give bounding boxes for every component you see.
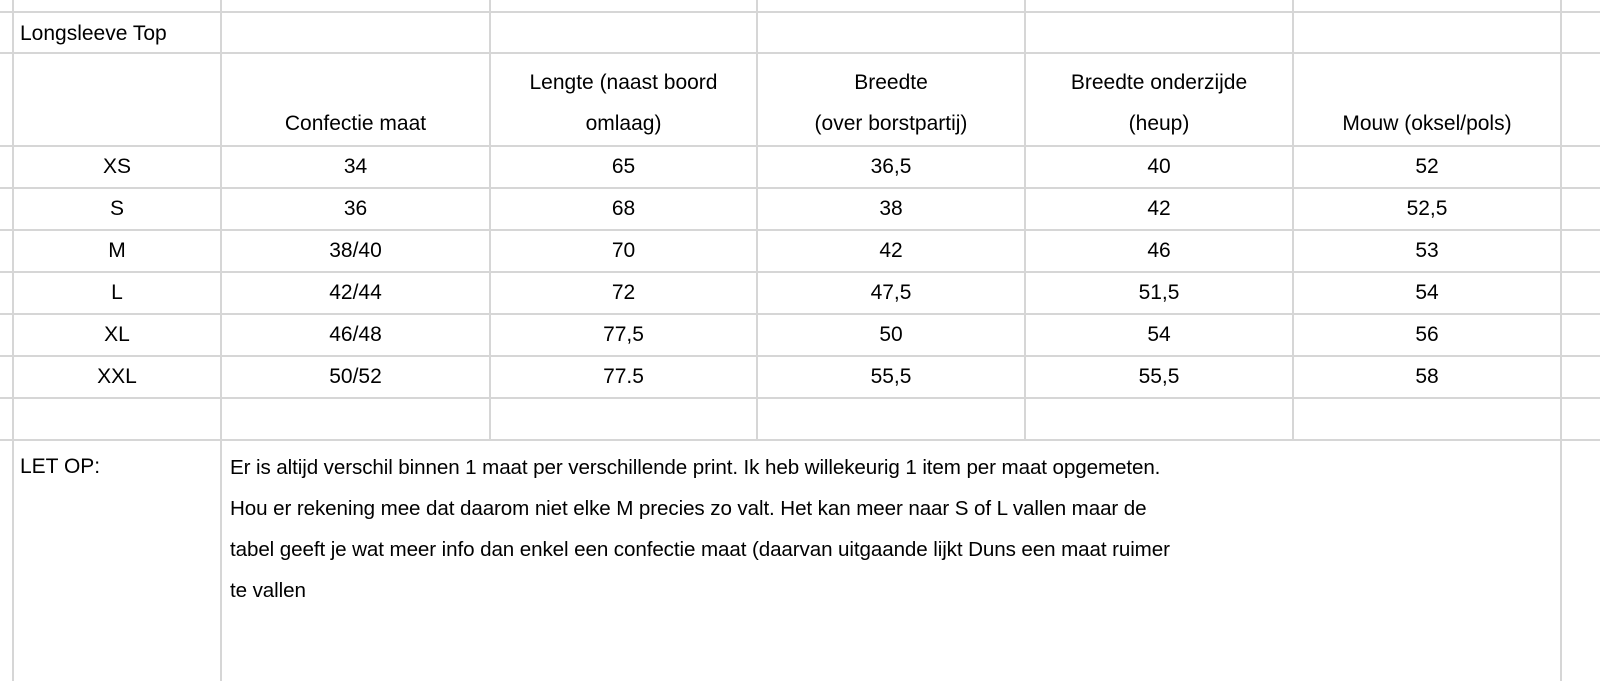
header-breedte[interactable]: Breedte (over borstpartij) (758, 62, 1024, 144)
cell-mouw[interactable]: 52 (1415, 155, 1439, 178)
gridline (12, 0, 14, 681)
cell-breedte-onderzijde[interactable]: 51,5 (1138, 281, 1180, 304)
cell-mouw[interactable]: 54 (1415, 281, 1439, 304)
cell-breedte-onderzijde[interactable]: 40 (1147, 155, 1171, 178)
gridline (0, 187, 1600, 189)
gridline (1024, 0, 1026, 440)
note-line: Hou er rekening mee dat daarom niet elke… (230, 497, 1147, 520)
cell-confectie-maat[interactable]: 34 (343, 155, 368, 178)
cell-lengte[interactable]: 77,5 (603, 323, 644, 346)
cell-lengte[interactable]: 68 (611, 197, 636, 220)
cell-breedte[interactable]: 36,5 (870, 155, 912, 178)
cell-confectie-maat[interactable]: 42/44 (329, 281, 382, 304)
cell-mouw[interactable]: 56 (1415, 323, 1439, 346)
cell-size[interactable]: XXL (97, 365, 137, 388)
header-line1: Lengte (naast boord (529, 71, 718, 94)
header-lengte[interactable]: Lengte (naast boord omlaag) (491, 62, 756, 144)
header-line2: Mouw (oksel/pols) (1342, 112, 1512, 135)
cell-mouw[interactable]: 58 (1415, 365, 1439, 388)
header-breedte-onderzijde[interactable]: Breedte onderzijde (heup) (1026, 62, 1292, 144)
cell-breedte[interactable]: 50 (879, 323, 903, 346)
note-label[interactable]: LET OP: (20, 455, 101, 478)
cell-lengte[interactable]: 70 (611, 239, 636, 262)
header-line1: Breedte onderzijde (1070, 71, 1248, 94)
header-line1 (222, 62, 489, 103)
gridline (0, 11, 1600, 13)
gridline (0, 439, 1600, 441)
header-line2: (heup) (1128, 112, 1190, 135)
cell-breedte-onderzijde[interactable]: 55,5 (1138, 365, 1180, 388)
gridline (0, 313, 1600, 315)
cell-breedte[interactable]: 42 (879, 239, 903, 262)
sheet-title[interactable]: Longsleeve Top (20, 22, 167, 45)
cell-confectie-maat[interactable]: 36 (343, 197, 368, 220)
gridline (756, 0, 758, 440)
cell-lengte[interactable]: 77.5 (603, 365, 644, 388)
cell-size[interactable]: XS (102, 155, 131, 178)
header-line1: Breedte (854, 71, 928, 94)
header-line2: Confectie maat (284, 112, 427, 135)
gridline (0, 355, 1600, 357)
gridline (0, 145, 1600, 147)
gridline (489, 0, 491, 440)
cell-confectie-maat[interactable]: 38/40 (329, 239, 382, 262)
header-mouw[interactable]: Mouw (oksel/pols) (1294, 62, 1560, 144)
gridline (1292, 0, 1294, 440)
cell-breedte[interactable]: 38 (879, 197, 903, 220)
cell-confectie-maat[interactable]: 46/48 (329, 323, 382, 346)
cell-confectie-maat[interactable]: 50/52 (329, 365, 382, 388)
cell-lengte[interactable]: 72 (611, 281, 636, 304)
cell-mouw[interactable]: 52,5 (1406, 197, 1448, 220)
gridline (0, 52, 1600, 54)
cell-size[interactable]: S (109, 197, 124, 220)
note-line: te vallen (230, 579, 306, 602)
cell-breedte-onderzijde[interactable]: 42 (1147, 197, 1171, 220)
cell-size[interactable]: XL (104, 323, 130, 346)
cell-breedte[interactable]: 55,5 (870, 365, 912, 388)
gridline (0, 397, 1600, 399)
cell-breedte[interactable]: 47,5 (870, 281, 912, 304)
cell-lengte[interactable]: 65 (611, 155, 636, 178)
gridline (0, 229, 1600, 231)
cell-size[interactable]: L (111, 281, 123, 304)
header-line1 (1294, 62, 1560, 103)
note-line: Er is altijd verschil binnen 1 maat per … (230, 456, 1161, 479)
note-text[interactable]: Er is altijd verschil binnen 1 maat per … (230, 447, 1170, 611)
cell-breedte-onderzijde[interactable]: 54 (1147, 323, 1171, 346)
cell-mouw[interactable]: 53 (1415, 239, 1439, 262)
cell-size[interactable]: M (108, 239, 126, 262)
cell-breedte-onderzijde[interactable]: 46 (1147, 239, 1171, 262)
header-confectie-maat[interactable]: Confectie maat (222, 62, 489, 144)
note-line: tabel geeft je wat meer info dan enkel e… (230, 538, 1170, 561)
header-line2: (over borstpartij) (814, 112, 968, 135)
gridline (1560, 0, 1562, 681)
header-line2: omlaag) (585, 112, 662, 135)
gridline (220, 0, 222, 681)
gridline (0, 271, 1600, 273)
